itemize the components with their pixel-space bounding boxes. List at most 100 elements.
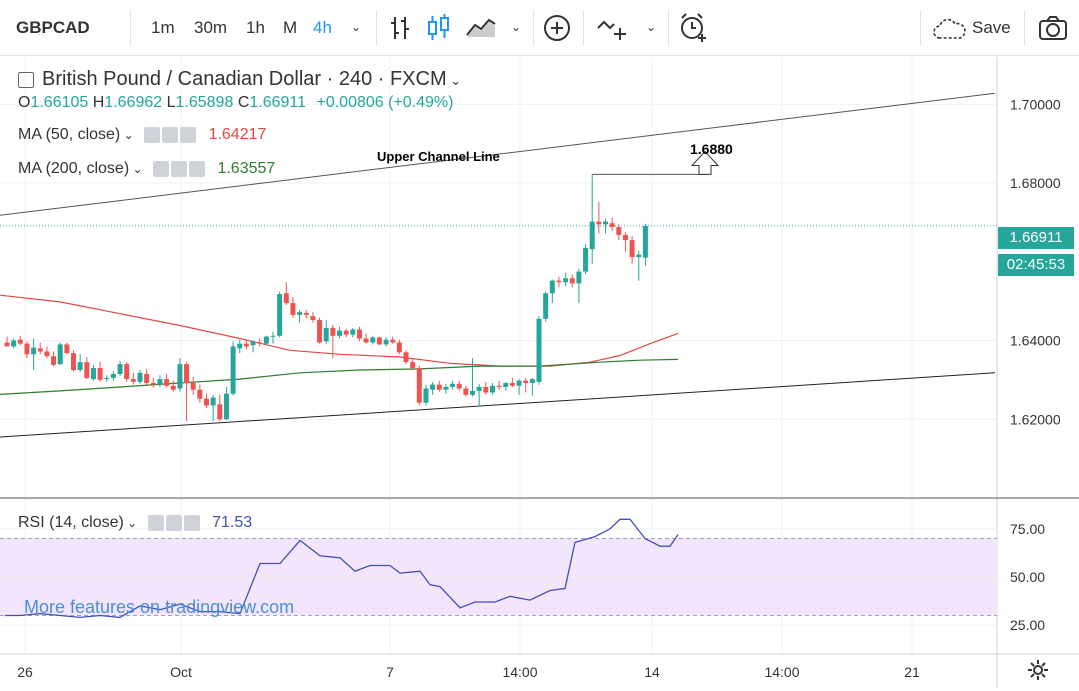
- candle-body: [157, 379, 163, 385]
- candle-body: [31, 347, 37, 355]
- candle-body: [556, 280, 562, 283]
- settings-gear-icon[interactable]: [1027, 659, 1049, 681]
- rsi-controls[interactable]: [147, 514, 202, 532]
- ma200-controls[interactable]: [153, 160, 207, 178]
- eye-icon[interactable]: [153, 160, 169, 177]
- toolbar-divider: [376, 10, 377, 46]
- interval-1m-button[interactable]: 1m: [151, 18, 175, 37]
- candle-body: [596, 221, 602, 225]
- chart-title: British Pound / Canadian Dollar · 240 · …: [42, 68, 447, 90]
- tradingview-watermark[interactable]: More features on tradingview.com: [24, 597, 295, 617]
- candle-body: [84, 362, 90, 378]
- candle-body: [410, 362, 416, 369]
- candle-body: [44, 351, 50, 357]
- candle-body: [177, 364, 183, 389]
- symbol-search-button[interactable]: GBPCAD: [16, 18, 90, 37]
- candle-body: [376, 337, 382, 345]
- compare-symbol-icon[interactable]: [596, 14, 628, 42]
- candle-body: [616, 227, 622, 235]
- ma200-chevron-icon[interactable]: ⌄: [129, 162, 143, 177]
- eye-icon[interactable]: [147, 514, 164, 531]
- open-label: O: [18, 94, 31, 111]
- bar-chart-type-icon[interactable]: [388, 15, 412, 41]
- candle-body: [243, 343, 249, 347]
- candle-chart-type-icon[interactable]: [427, 14, 451, 42]
- rsi-line: [5, 518, 679, 619]
- ma200-legend[interactable]: MA (200, close) ⌄ 1.63557: [18, 160, 275, 178]
- toolbar-divider: [533, 10, 534, 46]
- candle-body: [297, 312, 303, 315]
- chart-type-dropdown-chevron-icon[interactable]: ⌄: [511, 20, 522, 34]
- candle-body: [184, 364, 190, 384]
- candle-body: [483, 386, 489, 393]
- cloud-save-icon[interactable]: [932, 18, 968, 40]
- candle-body: [356, 329, 362, 339]
- symbol-dropdown-chevron-icon[interactable]: ⌄: [446, 73, 462, 88]
- y-tick-label: 1.64000: [1010, 333, 1061, 349]
- candle-body: [17, 339, 23, 344]
- close-icon[interactable]: [189, 160, 205, 177]
- candle-body: [217, 404, 223, 420]
- candle-body: [77, 362, 83, 371]
- low-value: 1.65898: [175, 94, 234, 111]
- target-arrow: [690, 150, 720, 175]
- candle-body: [629, 240, 635, 258]
- candle-body: [337, 330, 342, 336]
- close-icon[interactable]: [183, 514, 200, 531]
- candle-body: [250, 341, 256, 346]
- add-indicator-icon[interactable]: [543, 14, 571, 42]
- candle-body: [363, 338, 369, 343]
- candle-body: [443, 386, 449, 390]
- x-tick-label: 7: [386, 664, 394, 680]
- gear-icon[interactable]: [171, 160, 187, 177]
- ma50-controls[interactable]: [144, 126, 198, 144]
- compare-dropdown-chevron-icon[interactable]: ⌄: [646, 20, 657, 34]
- save-button[interactable]: Save: [972, 18, 1011, 37]
- candle-body: [350, 329, 356, 335]
- candle-body: [51, 356, 57, 365]
- rsi-legend[interactable]: RSI (14, close) ⌄ 71.53: [18, 514, 252, 532]
- area-chart-type-icon[interactable]: [465, 15, 497, 39]
- ma50-label: MA (50, close): [18, 126, 121, 144]
- interval-month-button[interactable]: M: [283, 18, 298, 37]
- candle-body: [190, 383, 196, 390]
- candle-body: [569, 278, 575, 284]
- interval-4h-button[interactable]: 4h: [313, 18, 332, 37]
- eye-icon[interactable]: [144, 126, 161, 143]
- top-toolbar: GBPCAD 1m 30m 1h M 4h ⌄ ⌄ ⌄ Save: [0, 0, 1079, 56]
- candle-body: [489, 385, 495, 393]
- camera-snapshot-icon[interactable]: [1038, 15, 1068, 41]
- candle-body: [237, 343, 243, 349]
- interval-1h-button[interactable]: 1h: [246, 18, 265, 37]
- candle-body: [536, 318, 542, 382]
- countdown-tag: 02:45:53: [998, 254, 1074, 276]
- candle-body: [71, 353, 76, 371]
- candle-body: [303, 312, 309, 315]
- candle-body: [403, 352, 409, 363]
- ma50-legend[interactable]: MA (50, close) ⌄ 1.64217: [18, 126, 266, 144]
- candle-body: [343, 330, 349, 335]
- candle-body: [124, 364, 130, 380]
- gear-icon[interactable]: [165, 514, 182, 531]
- interval-30m-button[interactable]: 30m: [194, 18, 228, 37]
- rsi-tick-label: 50.00: [1010, 569, 1045, 585]
- candle-body: [97, 368, 103, 380]
- collapse-legend-icon[interactable]: [18, 71, 34, 88]
- x-tick-label: 14: [644, 664, 660, 680]
- candle-body: [529, 379, 535, 384]
- candle-body: [4, 342, 10, 347]
- target-price-label: 1.6880: [690, 141, 733, 157]
- rsi-chevron-icon[interactable]: ⌄: [123, 516, 138, 531]
- candle-body: [204, 398, 209, 406]
- ma50-chevron-icon[interactable]: ⌄: [120, 128, 134, 143]
- candle-body: [90, 368, 96, 380]
- interval-dropdown-chevron-icon[interactable]: ⌄: [351, 20, 362, 34]
- alert-clock-icon[interactable]: [678, 12, 710, 44]
- candle-body: [390, 339, 396, 343]
- ma200-value: 1.63557: [217, 160, 276, 178]
- close-icon[interactable]: [180, 126, 197, 143]
- candle-body: [396, 342, 402, 353]
- gear-icon[interactable]: [162, 126, 179, 143]
- y-tick-label: 1.70000: [1010, 96, 1061, 112]
